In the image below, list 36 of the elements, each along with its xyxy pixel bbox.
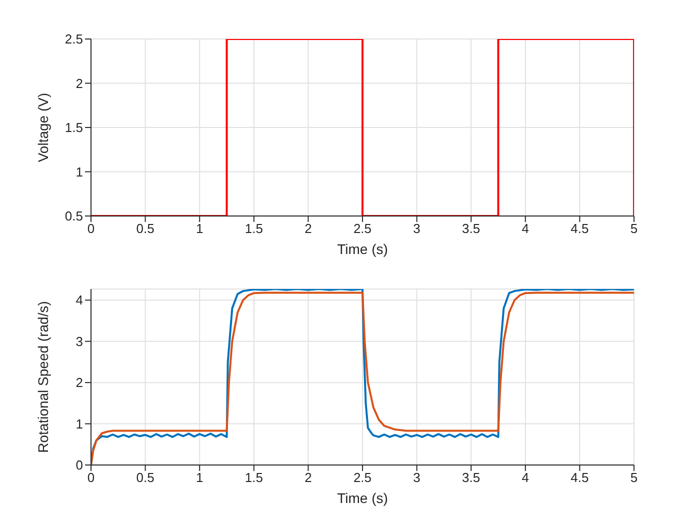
x-tick-label: 2 (304, 470, 312, 486)
y-tick-label: 4 (76, 292, 83, 308)
y-axis-title: Voltage (V) (34, 92, 51, 162)
x-tick-label: 3.5 (462, 470, 480, 486)
y-tick-label: 1 (76, 416, 83, 432)
y-tick-label: 0 (76, 458, 83, 473)
x-tick-label: 2.5 (353, 470, 372, 486)
y-axis-title: Rotational Speed (rad/s) (34, 301, 51, 453)
x-tick-label: 3 (413, 470, 420, 486)
x-tick-label: 5 (630, 470, 638, 486)
x-axis-title: Time (s) (337, 241, 388, 257)
x-tick-label: 4.5 (570, 221, 589, 236)
y-tick-label: 1 (76, 164, 83, 180)
x-tick-label: 1 (196, 470, 204, 486)
x-tick-label: 1.5 (244, 221, 263, 236)
x-tick-label: 5 (630, 221, 638, 236)
x-tick-label: 3.5 (462, 221, 480, 236)
x-axis-title: Time (s) (337, 490, 388, 506)
y-tick-label: 2.5 (64, 32, 83, 47)
x-tick-label: 0.5 (136, 470, 154, 486)
x-tick-label: 1.5 (244, 470, 263, 486)
x-tick-label: 0.5 (136, 221, 154, 236)
x-tick-label: 4 (522, 221, 530, 236)
y-tick-label: 3 (76, 334, 83, 349)
x-tick-label: 0 (87, 470, 95, 486)
y-tick-label: 0.5 (64, 208, 83, 224)
y-tick-label: 1.5 (64, 120, 83, 136)
y-tick-label: 2 (76, 76, 83, 91)
x-tick-label: 4 (522, 470, 530, 486)
x-tick-label: 2.5 (353, 221, 372, 236)
x-tick-label: 1 (196, 221, 204, 236)
y-tick-label: 2 (76, 375, 83, 390)
x-tick-label: 0 (87, 221, 95, 236)
x-tick-label: 2 (304, 221, 312, 236)
x-tick-label: 3 (413, 221, 420, 236)
x-tick-label: 4.5 (570, 470, 589, 486)
